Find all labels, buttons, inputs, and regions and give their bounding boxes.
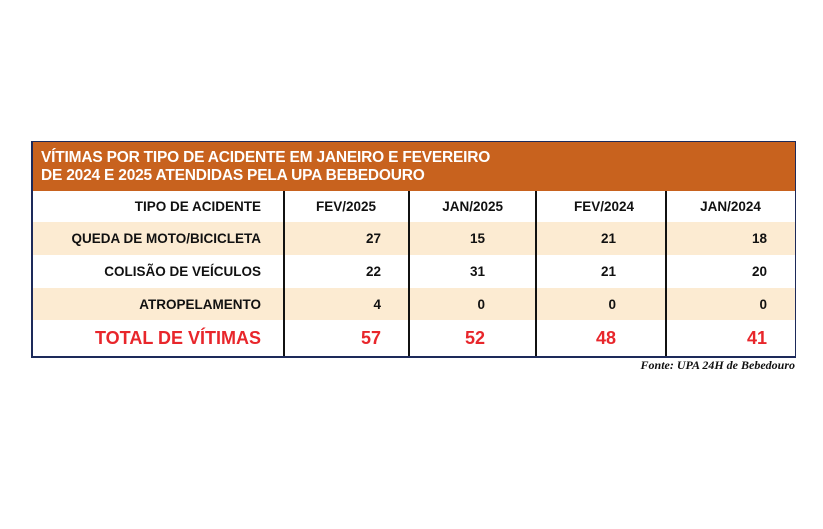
table-cell: 0 <box>477 296 485 312</box>
column-header: JAN/2024 <box>700 199 761 214</box>
table-cell: 21 <box>600 264 616 279</box>
table-row: QUEDA DE MOTO/BICICLETA 27 15 21 18 <box>33 222 795 255</box>
source-note: Fonte: UPA 24H de Bebedouro <box>640 358 795 372</box>
column-header: FEV/2024 <box>573 199 634 214</box>
table-cell: 27 <box>365 231 381 246</box>
table-cell: 0 <box>759 296 767 312</box>
column-header: FEV/2025 <box>315 199 377 214</box>
row-label: QUEDA DE MOTO/BICICLETA <box>71 231 261 246</box>
column-divider <box>665 191 667 356</box>
column-divider <box>408 191 410 356</box>
table-cell: 31 <box>469 264 485 279</box>
total-row: TOTAL DE VÍTIMAS 57 52 48 41 <box>33 320 795 356</box>
table-cell: 15 <box>469 231 485 246</box>
column-divider <box>283 191 285 356</box>
table-row: ATROPELAMENTO 4 0 0 0 <box>33 288 795 320</box>
total-cell: 48 <box>595 327 616 348</box>
column-header: TIPO DE ACIDENTE <box>134 199 261 214</box>
row-label: ATROPELAMENTO <box>139 296 261 312</box>
total-cell: 52 <box>464 327 485 348</box>
table-cell: 20 <box>751 264 767 279</box>
table-cell: 4 <box>373 296 381 312</box>
column-divider <box>535 191 537 356</box>
header-row: TIPO DE ACIDENTE FEV/2025 JAN/2025 FEV/2… <box>33 191 795 222</box>
row-label: COLISÃO DE VEÍCULOS <box>104 264 261 279</box>
total-label: TOTAL DE VÍTIMAS <box>94 327 261 348</box>
table-row: COLISÃO DE VEÍCULOS 22 31 21 20 <box>33 255 795 288</box>
table-cell: 18 <box>751 231 767 246</box>
title-line: VÍTIMAS POR TIPO DE ACIDENTE EM JANEIRO … <box>41 149 491 166</box>
table-cell: 21 <box>600 231 616 246</box>
table-title: VÍTIMAS POR TIPO DE ACIDENTE EM JANEIRO … <box>33 142 795 191</box>
column-header: JAN/2025 <box>442 199 503 214</box>
table-cell: 0 <box>608 296 616 312</box>
table-cell: 22 <box>365 264 381 279</box>
total-cell: 57 <box>360 327 381 348</box>
accident-victims-table: VÍTIMAS POR TIPO DE ACIDENTE EM JANEIRO … <box>31 141 796 358</box>
total-cell: 41 <box>746 327 767 348</box>
title-line: DE 2024 E 2025 ATENDIDAS PELA UPA BEBEDO… <box>41 167 425 184</box>
